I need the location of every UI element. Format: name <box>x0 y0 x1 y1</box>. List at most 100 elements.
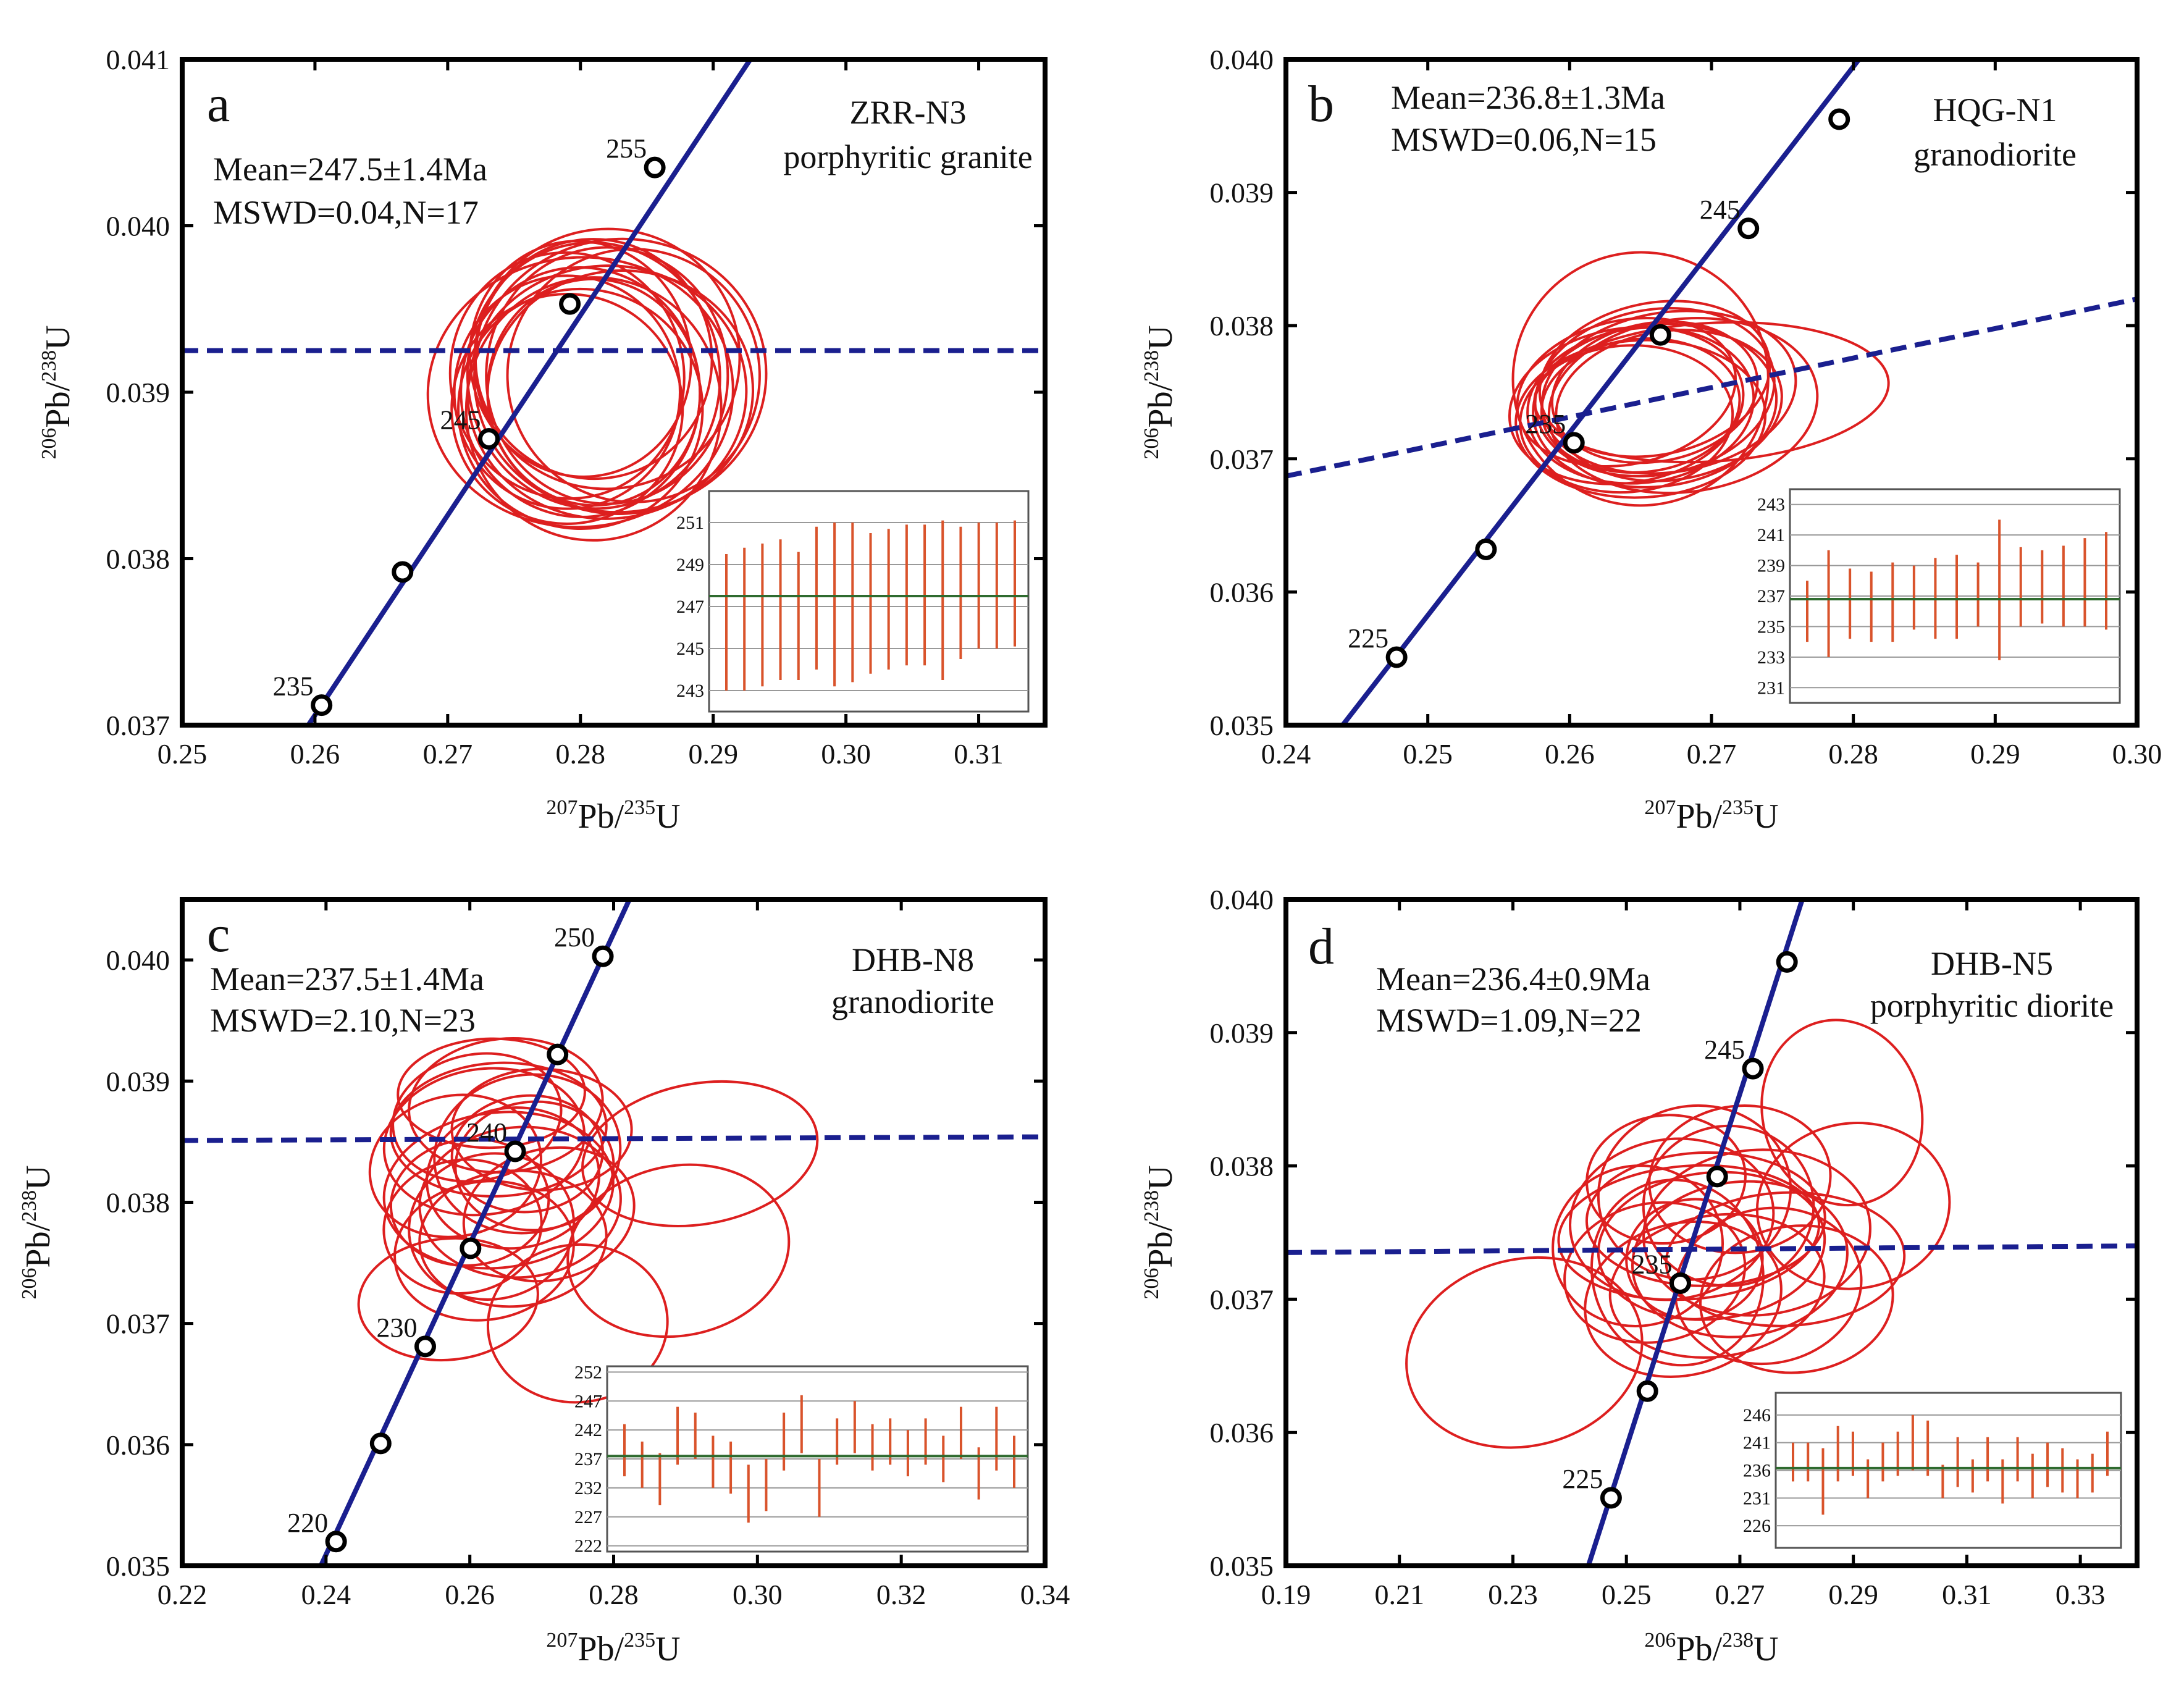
mean-age-line <box>1286 296 2137 479</box>
concordia-curve <box>1340 59 1862 725</box>
concordia-age-node <box>1475 538 1497 560</box>
clipped-marks <box>182 59 1045 725</box>
error-ellipse <box>1508 326 1745 485</box>
inset-d: 246 241 236 231 226 <box>1743 1392 2122 1549</box>
axis-ticks-b: 0.24 0.25 0.26 0.27 0.28 0.29 0.30 0.035 0.036 0.… <box>1210 44 2162 770</box>
concordia-age-node <box>504 1140 526 1162</box>
error-ellipse <box>1608 1212 1826 1359</box>
x-tick-label: 0.26 <box>1545 738 1595 770</box>
inset-a: 251 249 247 245 243 <box>676 490 1030 713</box>
clipped-marks <box>1286 59 2137 725</box>
error-ellipse <box>382 1111 615 1270</box>
y-tick-label: 0.038 <box>106 1187 170 1218</box>
concordia-age-node <box>1563 432 1585 454</box>
x-axis-label-d: 206Pb/238U <box>1644 1629 1778 1668</box>
error-ellipse <box>485 246 729 505</box>
x-axis-label-b: 207Pb/235U <box>1644 796 1778 836</box>
y-tick-label: 0.035 <box>1210 710 1274 741</box>
y-tick-label: 0.040 <box>106 944 170 976</box>
mswd-c: MSWD=2.10,N=23 <box>210 1002 476 1039</box>
x-tick-label: 0.30 <box>821 738 871 770</box>
error-ellipse <box>1585 1151 1826 1287</box>
mswd-d: MSWD=1.09,N=22 <box>1376 1002 1642 1039</box>
y-tick-label: 0.037 <box>106 710 170 741</box>
error-ellipse <box>397 1037 586 1149</box>
inset-tick-label: 241 <box>1757 525 1785 545</box>
concordia-age-label: 245 <box>1704 1035 1745 1065</box>
y-tick-label: 0.037 <box>106 1308 170 1340</box>
concordia-age-node <box>1636 1380 1658 1402</box>
concordia-age-label: 225 <box>1348 623 1388 653</box>
inset-tick-label: 251 <box>676 513 704 533</box>
inset-c: 252 247 242 237 232 227 222 <box>574 1362 1029 1557</box>
y-tick-label: 0.039 <box>106 1065 170 1097</box>
inset-tick-label: 231 <box>1743 1488 1771 1508</box>
inset-tick-label: 243 <box>676 681 704 701</box>
inset-tick-label: 247 <box>676 597 704 617</box>
inset-tick-label: 233 <box>1757 647 1785 668</box>
concordia-age-node <box>311 694 333 716</box>
error-ellipse <box>566 1163 791 1338</box>
axis-ticks-a: 0.25 0.26 0.27 0.28 0.29 0.30 0.31 0.037 0.038 0.… <box>106 44 1045 770</box>
mswd-a: MSWD=0.04,N=17 <box>213 194 479 231</box>
inset-tick-label: 222 <box>574 1536 602 1557</box>
y-axis-label-d: 206Pb/238U <box>1140 1165 1180 1299</box>
concordia-age-node <box>592 945 614 967</box>
sample-name-c: DHB-N8 <box>852 941 974 978</box>
concordia-age-node <box>1706 1166 1728 1188</box>
concordia-age-node <box>325 1531 347 1553</box>
error-ellipse <box>433 1073 622 1235</box>
panel-letter-a: a <box>207 75 230 133</box>
concordia-age-node <box>1669 1272 1691 1295</box>
concordia-age-label: 225 <box>1562 1464 1603 1494</box>
x-tick-label: 0.30 <box>2112 738 2162 770</box>
inset-tick-label: 243 <box>1757 495 1785 515</box>
error-ellipse <box>468 240 692 478</box>
inset-tick-label: 247 <box>574 1391 602 1411</box>
inset-tick-label: 242 <box>574 1420 602 1440</box>
inset-tick-label: 241 <box>1743 1433 1771 1453</box>
concordia-age-node <box>1828 108 1850 130</box>
x-tick-label: 0.19 <box>1261 1579 1311 1610</box>
x-tick-label: 0.31 <box>1942 1579 1992 1610</box>
error-ellipse <box>474 238 713 481</box>
inset-b: 243 241 239 237 235 233 231 <box>1757 488 2121 704</box>
error-ellipse <box>454 1100 615 1232</box>
x-tick-label: 0.23 <box>1488 1579 1538 1610</box>
concordia-age-label: 245 <box>440 405 481 435</box>
error-ellipse <box>368 1093 542 1238</box>
error-ellipse <box>1540 337 1741 474</box>
y-tick-label: 0.039 <box>1210 177 1274 209</box>
error-ellipse <box>1642 1124 1815 1287</box>
error-ellipse <box>389 1061 608 1198</box>
concordia-age-node <box>369 1432 392 1455</box>
error-ellipse <box>408 1152 575 1301</box>
x-tick-label: 0.25 <box>1602 1579 1652 1610</box>
concordia-age-label: 240 <box>466 1117 507 1148</box>
y-tick-label: 0.039 <box>1210 1017 1274 1049</box>
concordia-age-label: 255 <box>606 133 647 164</box>
axis-ticks-c: 0.22 0.24 0.26 0.28 0.30 0.32 0.34 0.035 0.036 0.… <box>106 899 1070 1610</box>
error-ellipse <box>1755 1122 1951 1290</box>
inset-tick-label: 231 <box>1757 678 1785 698</box>
y-tick-label: 0.037 <box>1210 443 1274 475</box>
concordia-age-label: 230 <box>376 1313 417 1343</box>
mean-age-b: Mean=236.8±1.3Ma <box>1391 79 1665 116</box>
y-tick-label: 0.040 <box>106 211 170 242</box>
y-axis-label-a: 206Pb/238U <box>38 325 77 459</box>
plot-area-b: 225 235 245 <box>1286 59 2137 725</box>
y-tick-label: 0.041 <box>106 44 170 75</box>
clipped-marks <box>1286 899 2137 1566</box>
inset-tick-label: 236 <box>1743 1461 1771 1481</box>
concordia-age-node <box>559 293 581 315</box>
concordia-age-label: 235 <box>1631 1250 1672 1280</box>
inset-tick-label: 227 <box>574 1507 602 1527</box>
plot-area-d: 225 235 245 <box>1286 899 2137 1566</box>
y-tick-label: 0.040 <box>1210 884 1274 915</box>
y-tick-label: 0.036 <box>1210 576 1274 608</box>
inset-tick-label: 226 <box>1743 1516 1771 1536</box>
y-tick-label: 0.035 <box>1210 1550 1274 1582</box>
x-tick-label: 0.33 <box>2056 1579 2106 1610</box>
mean-age-a: Mean=247.5±1.4Ma <box>213 151 487 188</box>
